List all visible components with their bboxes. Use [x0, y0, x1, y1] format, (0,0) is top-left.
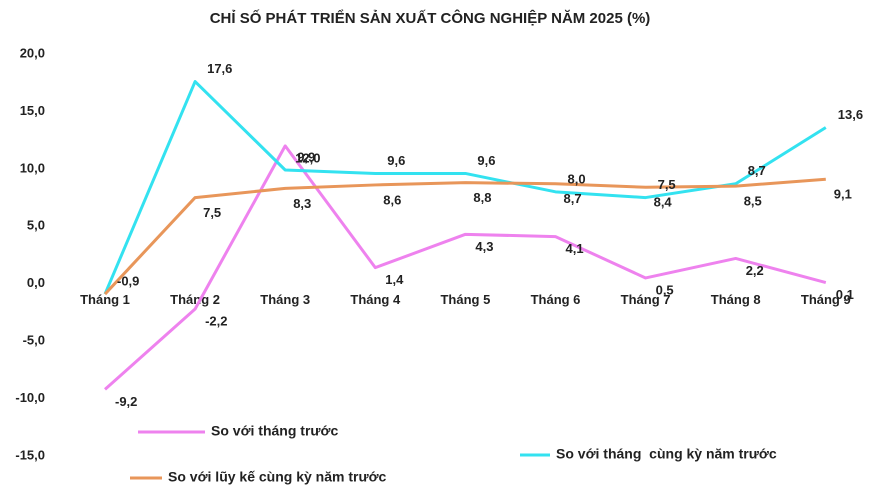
y-tick-label: -5,0 [23, 333, 45, 348]
data-label: 17,6 [207, 61, 232, 76]
data-label: 9,9 [297, 149, 315, 164]
data-label: 0,5 [656, 282, 674, 297]
data-label: 8,4 [654, 195, 673, 210]
data-label: -9,2 [115, 394, 137, 409]
data-label: 7,5 [203, 205, 221, 220]
x-tick-label: Tháng 8 [711, 292, 761, 307]
y-tick-label: 0,0 [27, 275, 45, 290]
y-tick-label: 10,0 [20, 160, 45, 175]
chart-title: CHỈ SỐ PHÁT TRIỂN SẢN XUẤT CÔNG NGHIỆP N… [210, 9, 651, 27]
data-label: 4,1 [566, 241, 584, 256]
data-label: 9,1 [834, 187, 852, 202]
x-tick-label: Tháng 1 [80, 292, 130, 307]
data-label: 8,3 [293, 196, 311, 211]
x-tick-label: Tháng 9 [801, 292, 851, 307]
x-tick-label: Tháng 5 [440, 292, 490, 307]
data-label: -2,2 [205, 313, 227, 328]
data-label: 8,6 [383, 192, 401, 207]
data-label: 7,5 [658, 177, 676, 192]
data-label: 2,2 [746, 263, 764, 278]
y-tick-label: -10,0 [15, 390, 45, 405]
legend-label: So với lũy kế cùng kỳ năm trước [168, 469, 387, 485]
y-tick-label: -15,0 [15, 447, 45, 462]
y-tick-label: 20,0 [20, 45, 45, 60]
data-label: 9,6 [387, 153, 405, 168]
legend-label: So với tháng cùng kỳ năm trước [556, 446, 777, 462]
x-tick-label: Tháng 3 [260, 292, 310, 307]
x-tick-label: Tháng 2 [170, 292, 220, 307]
data-label: 8,0 [568, 171, 586, 186]
x-tick-label: Tháng 6 [531, 292, 581, 307]
data-label: 13,6 [838, 107, 863, 122]
data-label: 4,3 [475, 239, 493, 254]
data-label: 1,4 [385, 272, 404, 287]
data-label: 8,8 [473, 190, 491, 205]
data-label: 8,5 [744, 194, 762, 209]
series-line [103, 177, 826, 296]
data-label: 8,7 [564, 191, 582, 206]
data-label: 9,6 [477, 153, 495, 168]
legend-label: So với tháng trước [211, 423, 338, 439]
data-label: 12,0 [295, 150, 320, 165]
series-line [104, 144, 827, 391]
x-tick-label: Tháng 4 [350, 292, 401, 307]
data-label: -0,9 [117, 273, 139, 288]
data-label: 8,7 [748, 163, 766, 178]
y-tick-label: 5,0 [27, 218, 45, 233]
x-tick-label: Tháng 7 [621, 292, 671, 307]
series-line [103, 80, 827, 295]
y-tick-label: 15,0 [20, 103, 45, 118]
data-label: 0,1 [836, 287, 854, 302]
